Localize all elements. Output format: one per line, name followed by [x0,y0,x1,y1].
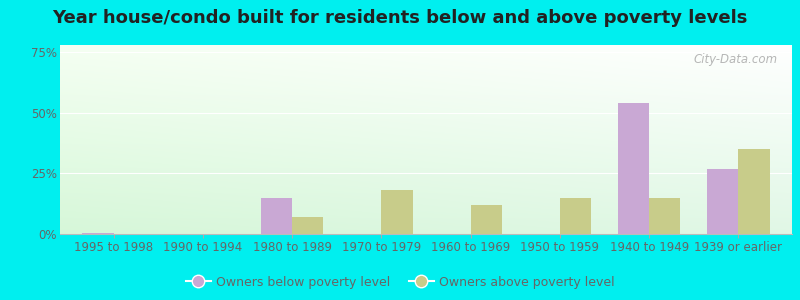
Text: Year house/condo built for residents below and above poverty levels: Year house/condo built for residents bel… [52,9,748,27]
Bar [292,217,323,234]
Bar [618,103,649,234]
Bar [560,198,591,234]
Bar [82,233,114,234]
Bar [707,169,738,234]
Bar [261,198,292,234]
Bar [382,190,413,234]
Bar [738,149,770,234]
Bar [649,198,681,234]
Legend: Owners below poverty level, Owners above poverty level: Owners below poverty level, Owners above… [181,271,619,294]
Bar [470,205,502,234]
Text: City-Data.com: City-Data.com [694,52,778,66]
